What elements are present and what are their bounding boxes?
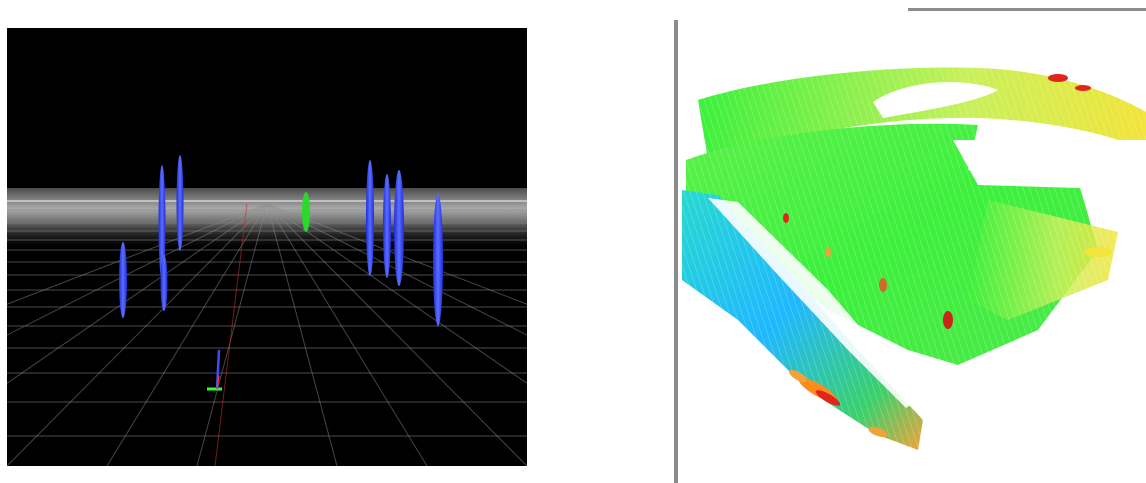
hotspot [1048,74,1068,82]
upper-scan-texture [698,67,1146,160]
hotspot [943,311,953,329]
obstacle-column [119,242,127,318]
hotspot [1075,85,1091,91]
scan-hole-diagonal [708,198,918,408]
point-cloud-view [678,20,1146,483]
hotspot [879,278,887,292]
goal-marker [302,192,310,232]
right-scan-texture [968,200,1118,320]
horizon-haze [7,188,527,248]
obstacle-column [160,255,168,311]
axis-x [216,375,220,390]
obstacle-column [433,194,443,326]
hotspot [868,426,888,438]
robot-axes [207,349,222,391]
obstacle-column [366,160,374,276]
horizon-line [7,200,527,202]
obstacles [119,155,443,326]
grid-red-axis-line [214,203,248,466]
hotspot [815,390,841,406]
obstacle-column [176,155,184,251]
top-border-line [908,8,1146,11]
elevation-hotspots [783,74,1112,438]
rviz-3d-view [7,28,527,466]
ground-grid-radial [7,203,527,466]
point-cloud-svg [682,67,1146,450]
scan-hole-top [873,82,998,118]
obstacle-column [158,165,166,281]
obstacle-column [394,170,404,286]
obstacle-column [383,174,391,278]
hotspot [825,247,831,257]
grid-scene-svg [7,28,527,466]
hotspot [783,213,789,223]
hotspot [789,369,807,383]
hotspot [1084,247,1112,257]
scan-hole-right [953,140,1146,190]
panel-divider [674,20,678,483]
left-scan-texture [682,190,923,450]
